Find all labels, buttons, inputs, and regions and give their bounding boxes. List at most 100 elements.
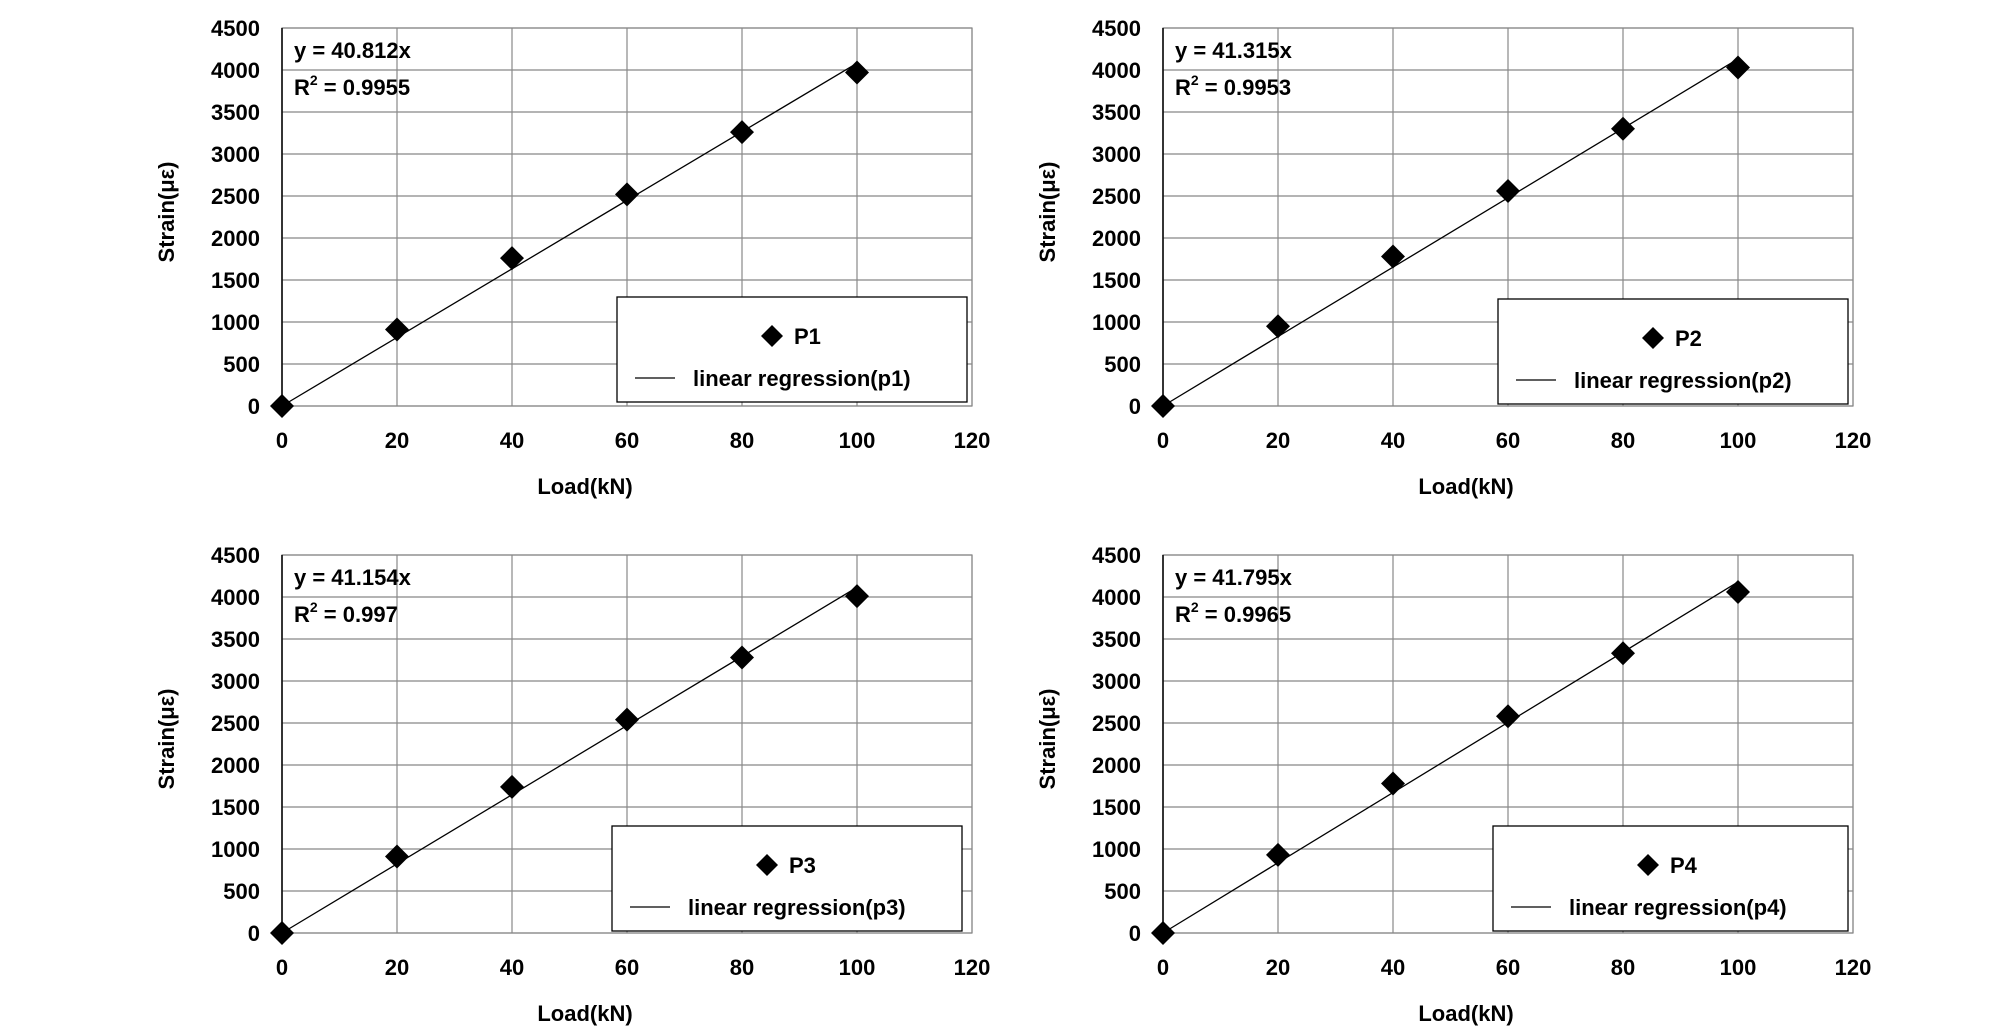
- y-tick-label: 2000: [211, 226, 260, 251]
- data-point: [500, 246, 524, 271]
- y-tick-label: 3500: [211, 100, 260, 125]
- x-tick-label: 20: [1266, 428, 1290, 453]
- x-axis-label: Load(kN): [537, 1001, 632, 1026]
- legend-series-label: P2: [1675, 326, 1702, 351]
- data-point: [1496, 704, 1520, 729]
- x-tick-label: 120: [1835, 428, 1872, 453]
- legend-marker-icon: [1642, 327, 1664, 349]
- y-tick-label: 500: [1104, 352, 1141, 377]
- equation-label: y = 41.154x: [294, 565, 412, 590]
- regression-line: [1162, 58, 1739, 407]
- data-point: [1266, 314, 1290, 339]
- data-point: [730, 645, 754, 670]
- legend-series-label: P4: [1670, 853, 1698, 878]
- y-tick-label: 3500: [1092, 627, 1141, 652]
- y-axis-label: Strain(με): [1035, 162, 1060, 263]
- equation-label: y = 40.812x: [294, 38, 412, 63]
- regression-line: [281, 586, 858, 934]
- x-tick-label: 100: [1720, 428, 1757, 453]
- y-tick-label: 4000: [211, 58, 260, 83]
- y-tick-label: 1500: [211, 268, 260, 293]
- data-point: [1726, 579, 1750, 604]
- x-tick-label: 120: [954, 955, 991, 980]
- x-tick-label: 20: [1266, 955, 1290, 980]
- x-tick-label: 40: [500, 428, 524, 453]
- legend: P3 linear regression(p3): [611, 825, 963, 932]
- y-tick-label: 0: [248, 921, 260, 946]
- chart-2: 0 500 1000 1500 2000 2500 3000 3500 4000 4500 0 20 4…: [1035, 16, 1871, 499]
- regression-line: [281, 62, 858, 407]
- legend: P4 linear regression(p4): [1492, 825, 1849, 932]
- data-point: [1266, 842, 1290, 867]
- y-tick-label: 500: [223, 352, 260, 377]
- data-point: [1381, 771, 1405, 796]
- y-tick-label: 1500: [211, 795, 260, 820]
- x-tick-label: 100: [1720, 955, 1757, 980]
- x-tick-label: 20: [385, 955, 409, 980]
- data-point: [1611, 641, 1635, 666]
- x-tick-label: 0: [1157, 955, 1169, 980]
- legend: P1 linear regression(p1): [616, 296, 968, 403]
- r-squared-label: R2 = 0.9965: [1175, 599, 1291, 627]
- equation-label: y = 41.795x: [1175, 565, 1293, 590]
- y-tick-label: 3000: [211, 669, 260, 694]
- x-tick-label: 120: [954, 428, 991, 453]
- x-tick-label: 100: [839, 428, 876, 453]
- chart-4: 0 500 1000 1500 2000 2500 3000 3500 4000 4500 0 20 4…: [1035, 543, 1871, 1026]
- y-tick-label: 4000: [1092, 58, 1141, 83]
- data-point: [270, 394, 294, 418]
- r-squared-label: R2 = 0.9953: [1175, 72, 1291, 100]
- legend-box: [611, 825, 963, 932]
- y-tick-label: 3500: [211, 627, 260, 652]
- x-tick-label: 40: [1381, 955, 1405, 980]
- x-tick-label: 40: [500, 955, 524, 980]
- y-tick-label: 1500: [1092, 268, 1141, 293]
- legend-regression-label: linear regression(p2): [1574, 368, 1792, 393]
- y-axis-label: Strain(με): [154, 162, 179, 263]
- y-tick-label: 2500: [211, 711, 260, 736]
- y-tick-label: 2000: [1092, 226, 1141, 251]
- y-tick-label: 500: [223, 879, 260, 904]
- chart-3: 0 500 1000 1500 2000 2500 3000 3500 4000 4500 0 20 4…: [154, 543, 990, 1026]
- x-tick-label: 80: [730, 428, 754, 453]
- r-squared-label: R2 = 0.9955: [294, 72, 410, 100]
- legend-box: [1497, 298, 1849, 405]
- y-axis-label: Strain(με): [154, 689, 179, 790]
- y-tick-label: 4000: [211, 585, 260, 610]
- legend-box: [1492, 825, 1849, 932]
- legend-series-label: P1: [794, 324, 821, 349]
- y-tick-label: 2500: [1092, 184, 1141, 209]
- y-tick-label: 2500: [211, 184, 260, 209]
- data-point: [270, 921, 294, 945]
- data-point: [1611, 116, 1635, 141]
- y-tick-label: 4500: [1092, 16, 1141, 41]
- y-tick-label: 0: [1129, 394, 1141, 419]
- y-tick-label: 1000: [211, 310, 260, 335]
- legend-regression-label: linear regression(p4): [1569, 895, 1787, 920]
- y-tick-label: 4000: [1092, 585, 1141, 610]
- data-point: [1151, 921, 1175, 945]
- legend-marker-icon: [1637, 854, 1659, 876]
- x-axis-label: Load(kN): [1418, 474, 1513, 499]
- y-tick-label: 2500: [1092, 711, 1141, 736]
- y-axis-label: Strain(με): [1035, 689, 1060, 790]
- data-point: [845, 60, 869, 85]
- x-axis-label: Load(kN): [537, 474, 632, 499]
- x-tick-label: 60: [615, 955, 639, 980]
- data-point: [385, 844, 409, 869]
- r-squared-label: R2 = 0.997: [294, 599, 398, 627]
- data-point: [730, 120, 754, 145]
- x-tick-label: 60: [1496, 955, 1520, 980]
- chart-1: 0 500 1000 1500 2000 2500 3000 3500 4000 4500 0 20 4…: [154, 16, 990, 499]
- legend-regression-label: linear regression(p3): [688, 895, 906, 920]
- x-tick-label: 20: [385, 428, 409, 453]
- x-tick-label: 40: [1381, 428, 1405, 453]
- legend-series-label: P3: [789, 853, 816, 878]
- y-tick-label: 500: [1104, 879, 1141, 904]
- y-tick-label: 1000: [1092, 837, 1141, 862]
- data-point: [1151, 394, 1175, 418]
- legend-box: [616, 296, 968, 403]
- y-tick-label: 0: [1129, 921, 1141, 946]
- x-tick-label: 80: [1611, 955, 1635, 980]
- data-point: [1381, 244, 1405, 269]
